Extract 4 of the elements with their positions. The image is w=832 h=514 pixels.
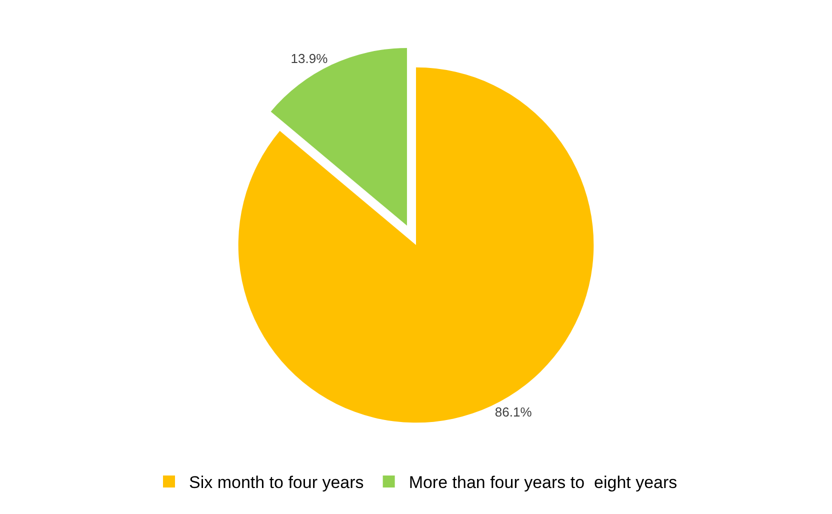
data-label: 86.1% <box>494 404 532 420</box>
legend-label: Six month to four years <box>189 473 364 492</box>
legend-label: More than four years to eight years <box>408 473 678 492</box>
data-label: 13.9% <box>290 51 328 66</box>
